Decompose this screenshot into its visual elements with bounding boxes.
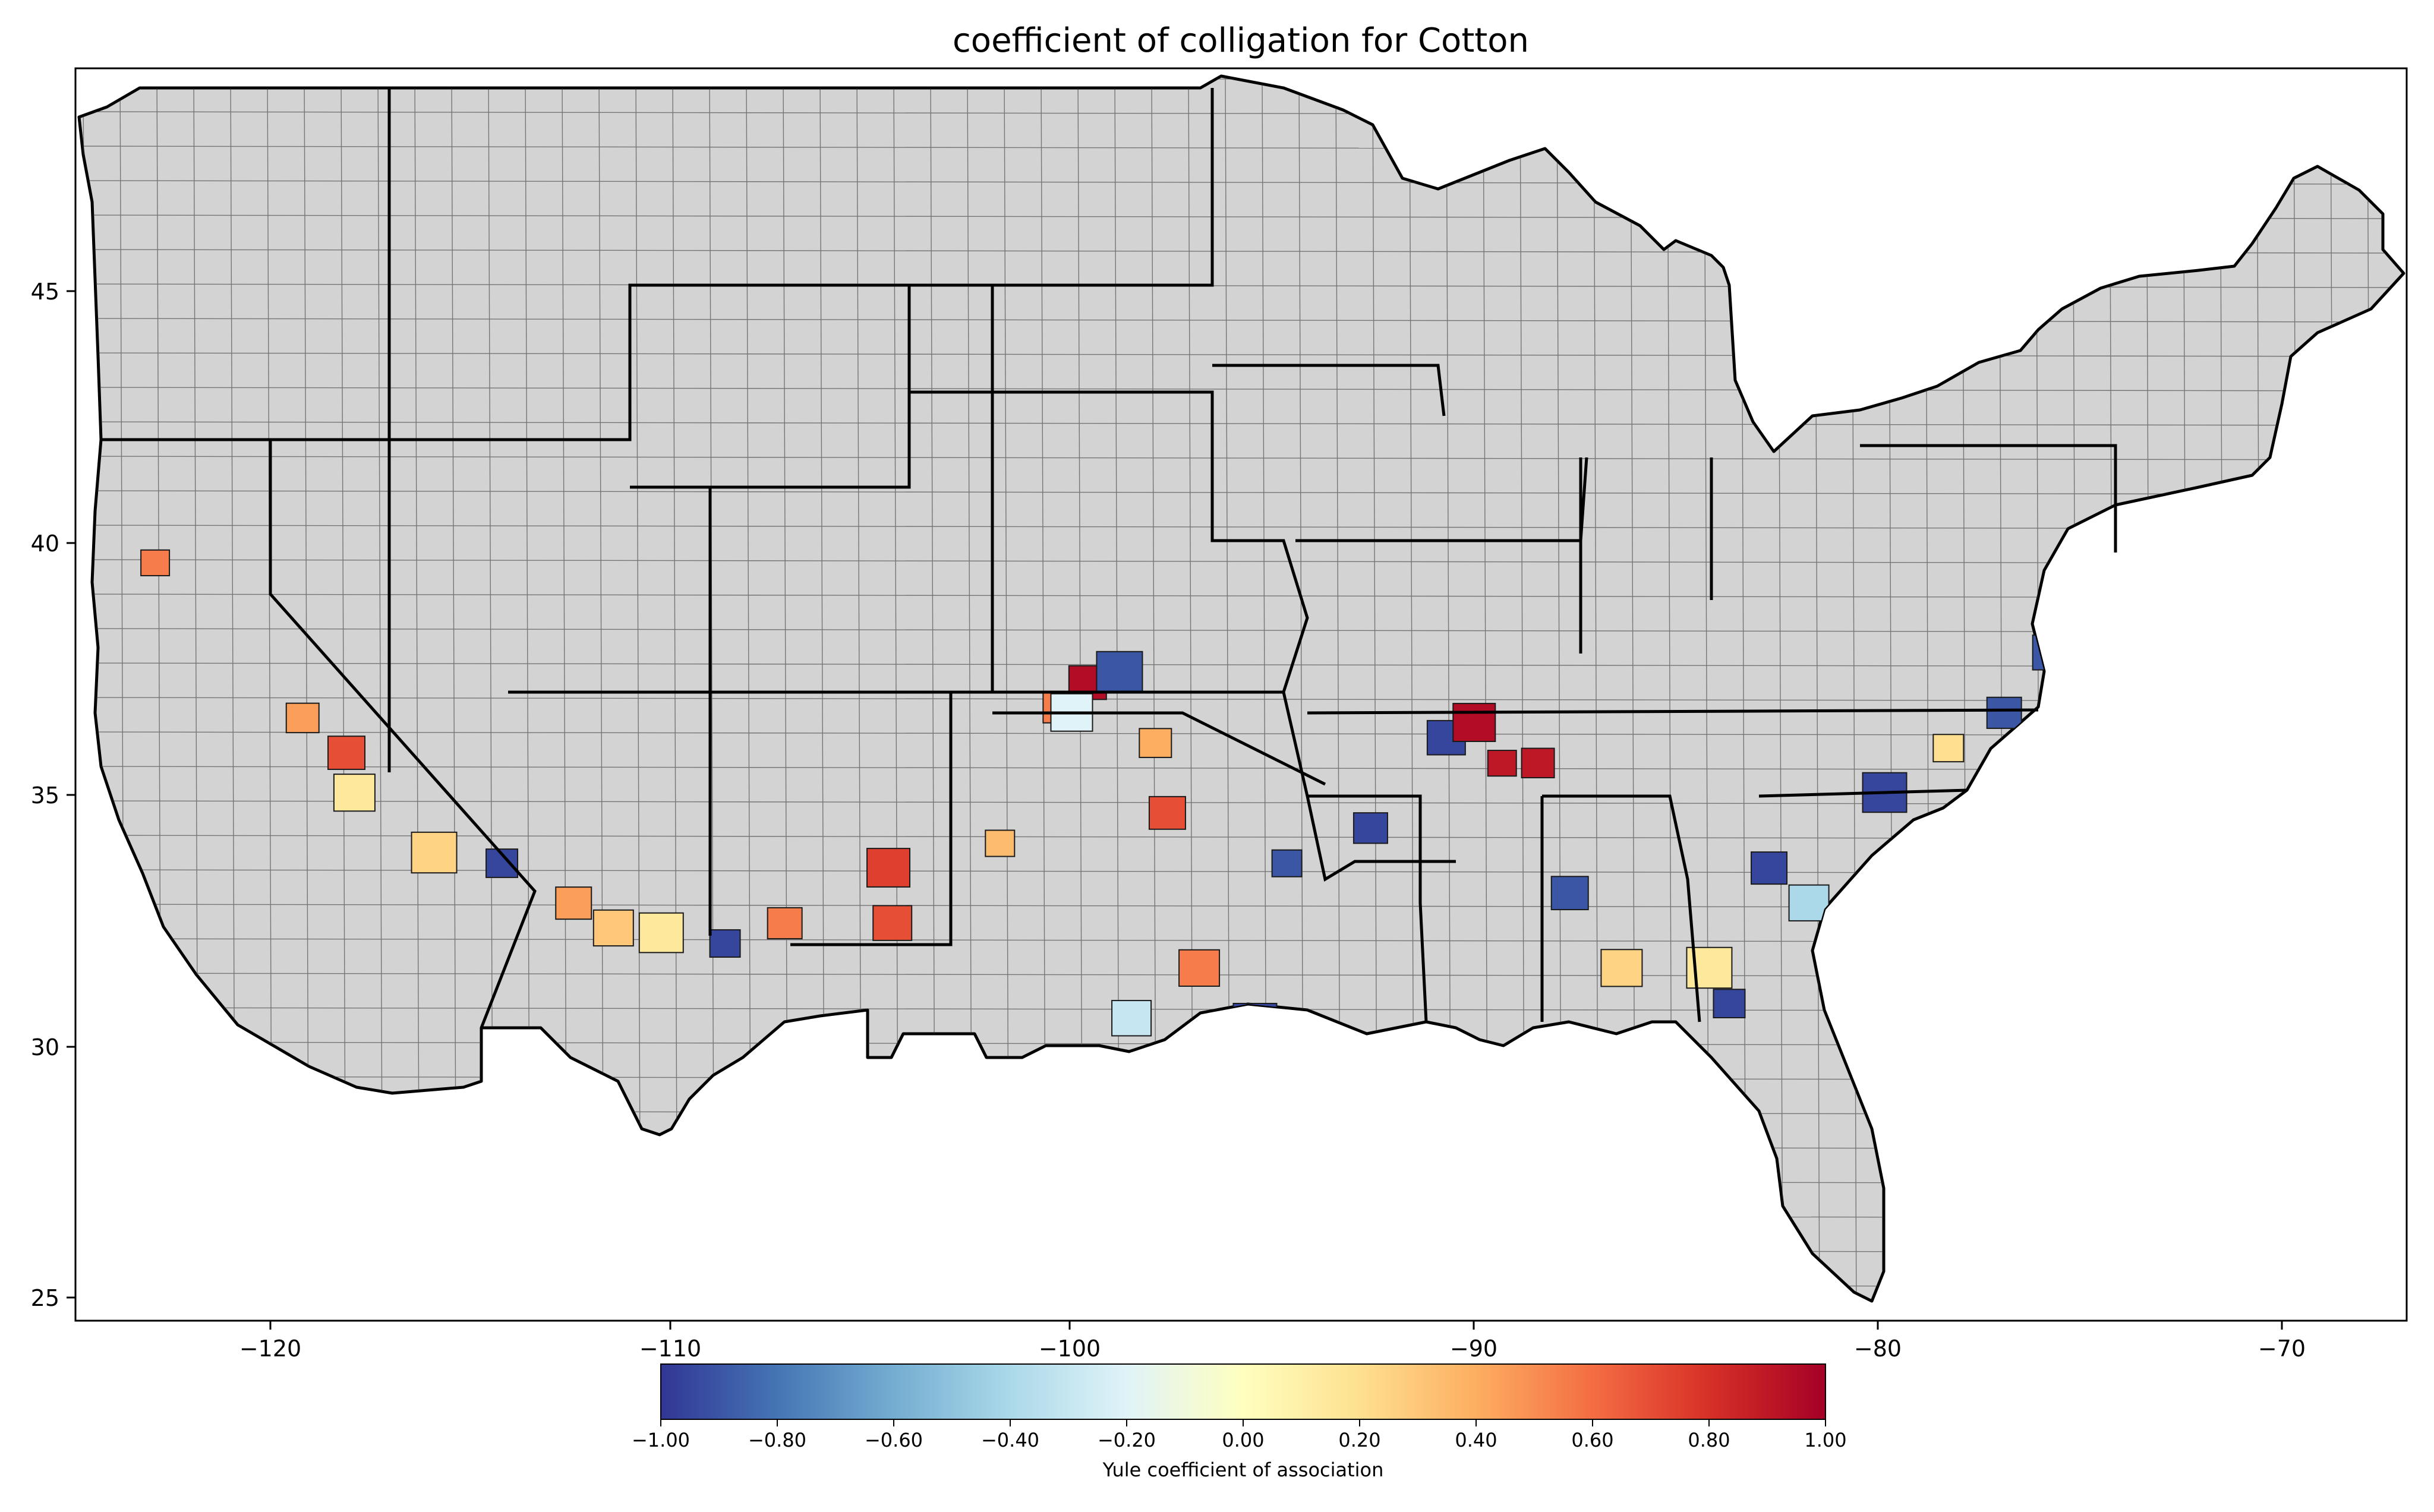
y-tick: 35: [31, 782, 75, 809]
county-region: [1932, 734, 1965, 763]
county-region: [1600, 949, 1643, 987]
county-region: [1096, 651, 1143, 694]
county-region: [709, 929, 741, 958]
county-region: [1452, 703, 1496, 742]
x-tick-label: −120: [239, 1336, 301, 1362]
county-region: [638, 912, 684, 954]
y-tick-label: 30: [31, 1034, 59, 1060]
y-tick: 40: [31, 531, 75, 557]
county-region: [555, 886, 592, 920]
map-title: coefficient of colligation for Cotton: [953, 21, 1529, 60]
colorbar-tick-label: −1.00: [632, 1429, 690, 1451]
x-tick: −80: [1854, 1321, 1902, 1362]
county-region: [1713, 989, 1746, 1018]
x-tick-label: −100: [1039, 1336, 1101, 1362]
y-tick-label: 40: [31, 531, 59, 557]
y-axis: 25 30 35 40 45: [31, 279, 75, 1311]
colorbar-tick-label: −0.80: [748, 1429, 806, 1451]
colorbar: −1.00 −0.80 −0.60 −0.40 −0.20 0.00 0.20 0.40 0.6…: [632, 1363, 1847, 1481]
colorbar-tick-label: 0.80: [1688, 1429, 1730, 1451]
colorbar-ticks: −1.00 −0.80 −0.60 −0.40 −0.20 0.00 0.20 0.40 0.6…: [632, 1419, 1847, 1451]
x-tick: −110: [639, 1321, 701, 1362]
x-axis: −120 −110 −100 −90 −80 −70: [239, 1321, 2306, 1362]
x-tick-label: −110: [639, 1336, 701, 1362]
colorbar-tick-label: 0.60: [1571, 1429, 1613, 1451]
county-region: [592, 909, 634, 947]
colorbar-tick-label: 1.00: [1804, 1429, 1846, 1451]
county-region: [985, 829, 1016, 857]
state-borders: [101, 88, 2117, 1028]
y-tick-label: 45: [31, 279, 59, 305]
colorbar-tick-label: −0.40: [981, 1429, 1039, 1451]
county-region: [1271, 849, 1303, 877]
county-region: [1352, 812, 1388, 844]
county-region: [1111, 1000, 1152, 1037]
colorbar-tick-label: −0.20: [1098, 1429, 1156, 1451]
county-region: [1751, 851, 1788, 885]
x-tick-label: −90: [1450, 1336, 1497, 1362]
county-region: [285, 702, 320, 734]
colorbar-tick-label: 0.00: [1222, 1429, 1264, 1451]
county-region: [767, 907, 803, 940]
county-region: [333, 774, 376, 812]
county-region: [1139, 728, 1172, 758]
y-tick: 25: [31, 1285, 75, 1311]
colorbar-gradient: [660, 1363, 1826, 1420]
county-region: [411, 831, 458, 874]
x-tick-label: −80: [1854, 1336, 1902, 1362]
y-tick-label: 35: [31, 782, 59, 809]
colorbar-label: Yule coefficient of association: [1102, 1459, 1384, 1481]
y-tick: 45: [31, 279, 75, 305]
x-tick-label: −70: [2258, 1336, 2306, 1362]
county-region: [1986, 696, 2022, 729]
x-tick: −100: [1039, 1321, 1101, 1362]
county-region: [1148, 796, 1186, 830]
county-region: [1550, 876, 1589, 911]
x-tick: −120: [239, 1321, 301, 1362]
x-tick: −90: [1450, 1321, 1497, 1362]
county-region: [140, 549, 171, 576]
colorbar-tick-label: 0.40: [1455, 1429, 1497, 1451]
y-tick: 30: [31, 1034, 75, 1060]
axes-frame: [74, 67, 2408, 1322]
county-region: [1788, 884, 1830, 921]
county-region: [872, 905, 913, 941]
colorbar-tick-label: −0.60: [865, 1429, 923, 1451]
county-region: [1487, 750, 1517, 777]
y-tick-label: 25: [31, 1285, 59, 1311]
county-region: [1178, 949, 1221, 987]
county-region: [866, 848, 911, 888]
x-tick: −70: [2258, 1321, 2306, 1362]
county-region: [1521, 747, 1555, 779]
colorbar-tick-label: 0.20: [1338, 1429, 1380, 1451]
county-region: [327, 736, 366, 770]
